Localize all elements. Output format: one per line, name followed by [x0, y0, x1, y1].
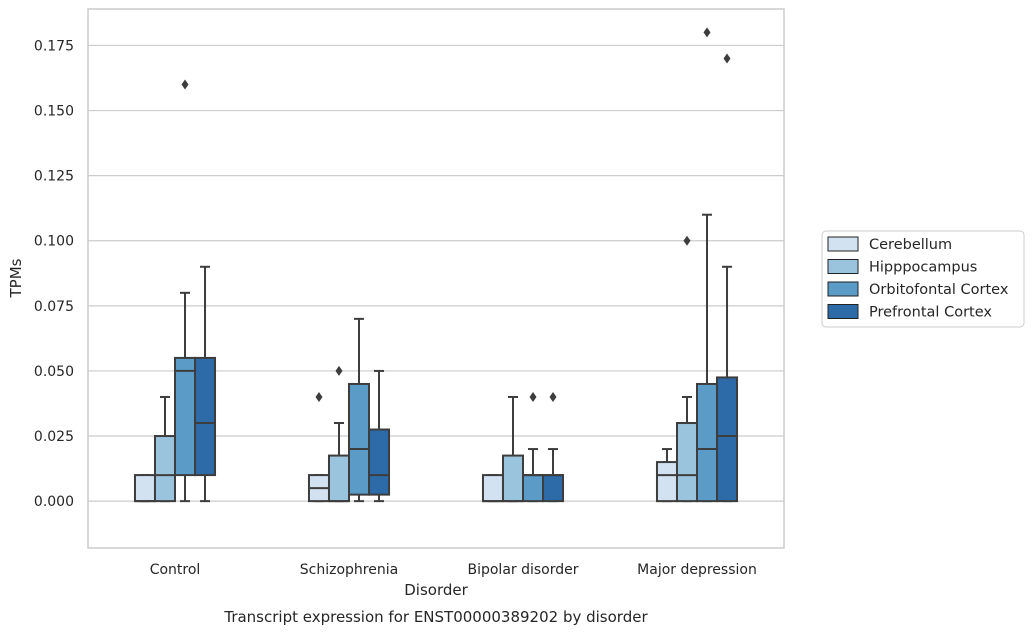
box-iqr	[481, 474, 504, 503]
box-prefrontal-cortex	[368, 369, 391, 503]
outlier-point	[549, 391, 557, 402]
outlier-point	[335, 365, 343, 376]
box-prefrontal-cortex	[542, 391, 565, 503]
legend-frame	[821, 230, 1025, 328]
x-axis-title: Disorder	[404, 581, 468, 599]
chart-caption: Transcript expression for ENST0000038920…	[223, 608, 648, 626]
box-hipppocampus	[501, 395, 524, 503]
y-tick-label: 0.100	[34, 234, 74, 250]
x-tick-label: Schizophrenia	[300, 562, 398, 578]
box-iqr	[542, 474, 565, 503]
outlier-point	[723, 53, 731, 64]
box-iqr	[368, 428, 391, 496]
legend-label: Orbitofontal Cortex	[869, 282, 1009, 298]
box-cerebellum	[133, 474, 156, 503]
box-orbitofontal-cortex	[522, 391, 545, 503]
y-tick-label: 0.000	[34, 494, 74, 510]
box-orbitofontal-cortex	[174, 79, 197, 503]
legend: Cerebellum Hipppocampus Orbitofontal Corte…	[821, 230, 1025, 328]
box-orbitofontal-cortex	[348, 317, 371, 503]
box-iqr	[174, 356, 197, 477]
box-prefrontal-cortex	[194, 265, 217, 503]
box-cerebellum	[655, 448, 678, 503]
box-hipppocampus	[153, 395, 177, 503]
outlier-point	[703, 27, 711, 38]
outlier-point	[181, 79, 189, 90]
box-cerebellum	[307, 391, 330, 503]
legend-swatch	[827, 304, 859, 319]
y-tick-label: 0.075	[34, 299, 74, 315]
y-tick-labels: 0.000 0.025 0.050 0.075 0.100 0.125 0.150 0.175	[34, 38, 74, 510]
y-tick-label: 0.025	[34, 429, 74, 445]
legend-items: Cerebellum Hipppocampus Orbitofontal Corte…	[827, 236, 1009, 321]
y-tick-label: 0.050	[34, 364, 74, 380]
box-iqr	[327, 454, 350, 503]
outlier-point	[529, 391, 537, 402]
legend-swatch	[827, 236, 859, 252]
box-series	[133, 27, 739, 503]
box-hipppocampus	[327, 365, 350, 503]
box-iqr	[675, 422, 698, 503]
box-iqr	[194, 356, 217, 477]
y-tick-label: 0.175	[34, 38, 74, 54]
box-iqr	[522, 474, 545, 503]
box-cerebellum	[481, 474, 504, 503]
legend-label: Hipppocampus	[869, 260, 977, 276]
box-iqr	[348, 382, 371, 496]
legend-label: Cerebellum	[869, 237, 952, 253]
box-prefrontal-cortex	[716, 53, 739, 503]
box-iqr	[133, 474, 156, 503]
legend-label: Prefrontal Cortex	[869, 305, 992, 321]
x-tick-label: Major depression	[637, 562, 757, 578]
box-iqr	[716, 376, 739, 503]
box-iqr	[655, 461, 678, 503]
plot-area-frame	[87, 8, 785, 549]
x-tick-label: Control	[150, 562, 201, 578]
y-axis-title: TPMs	[7, 258, 25, 298]
legend-swatch	[827, 281, 859, 297]
y-tick-label: 0.125	[34, 169, 74, 185]
outlier-point	[683, 235, 691, 246]
box-iqr	[501, 454, 524, 503]
box-iqr	[153, 435, 177, 503]
x-tick-label: Bipolar disorder	[467, 562, 578, 578]
y-tick-label: 0.150	[34, 104, 74, 120]
legend-swatch	[827, 259, 859, 274]
box-orbitofontal-cortex	[696, 27, 719, 503]
outlier-point	[315, 391, 323, 402]
x-tick-labels: Control Schizophrenia Bipolar disorder Majo…	[150, 562, 757, 578]
box-iqr	[696, 382, 719, 503]
box-hipppocampus	[675, 235, 698, 503]
